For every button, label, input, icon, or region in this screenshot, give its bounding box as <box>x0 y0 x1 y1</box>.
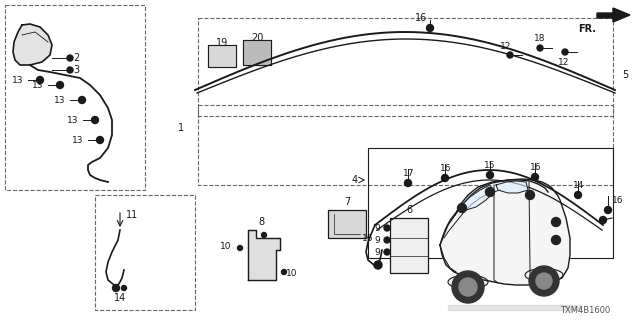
Circle shape <box>529 266 559 296</box>
Circle shape <box>384 249 390 255</box>
Polygon shape <box>597 8 630 22</box>
Circle shape <box>384 225 390 231</box>
Circle shape <box>122 285 127 291</box>
Circle shape <box>552 236 561 244</box>
Circle shape <box>525 190 534 199</box>
Text: 11: 11 <box>126 210 138 220</box>
Circle shape <box>552 218 561 227</box>
Circle shape <box>562 49 568 55</box>
Text: 16: 16 <box>440 164 451 172</box>
Text: 3: 3 <box>73 65 79 75</box>
Bar <box>328 210 366 238</box>
Circle shape <box>452 271 484 303</box>
Text: 8: 8 <box>258 217 264 227</box>
Circle shape <box>575 191 582 198</box>
Bar <box>243 40 271 65</box>
Text: 10: 10 <box>220 242 232 251</box>
Circle shape <box>97 137 104 143</box>
Circle shape <box>237 245 243 251</box>
Circle shape <box>507 52 513 58</box>
Text: 5: 5 <box>622 70 628 80</box>
Text: 13: 13 <box>72 135 83 145</box>
Circle shape <box>605 206 611 213</box>
Bar <box>5 5 145 190</box>
Circle shape <box>486 188 495 196</box>
Circle shape <box>113 284 120 292</box>
Ellipse shape <box>525 268 563 282</box>
Text: 15: 15 <box>484 161 495 170</box>
Circle shape <box>67 67 73 73</box>
Text: 4: 4 <box>352 175 358 185</box>
Text: 9: 9 <box>374 236 380 244</box>
Circle shape <box>36 76 44 84</box>
Circle shape <box>486 172 493 179</box>
Polygon shape <box>440 179 570 285</box>
Text: 13: 13 <box>12 76 24 84</box>
Circle shape <box>374 261 382 269</box>
Text: 12: 12 <box>558 58 570 67</box>
Bar <box>243 40 271 65</box>
Text: 16: 16 <box>362 234 374 243</box>
Circle shape <box>537 45 543 51</box>
Bar <box>368 148 613 258</box>
Circle shape <box>442 174 449 181</box>
Circle shape <box>459 278 477 296</box>
Text: 7: 7 <box>344 197 350 207</box>
Polygon shape <box>13 24 52 65</box>
Text: TXM4B1600: TXM4B1600 <box>560 306 610 315</box>
Text: 16: 16 <box>612 196 623 204</box>
Text: 19: 19 <box>216 38 228 48</box>
Circle shape <box>56 82 63 89</box>
Text: 13: 13 <box>67 116 79 124</box>
Circle shape <box>384 237 390 243</box>
Text: 9: 9 <box>374 223 380 233</box>
Bar <box>390 218 428 273</box>
Polygon shape <box>496 181 528 193</box>
Circle shape <box>79 97 86 103</box>
Circle shape <box>282 269 287 275</box>
Text: 1: 1 <box>178 123 184 133</box>
Text: 18: 18 <box>534 34 545 43</box>
Text: 20: 20 <box>251 33 263 43</box>
Text: 12: 12 <box>500 42 511 51</box>
Bar <box>208 45 236 67</box>
Circle shape <box>536 273 552 289</box>
Bar <box>198 18 613 116</box>
Bar <box>198 105 613 185</box>
Polygon shape <box>248 230 280 280</box>
Polygon shape <box>462 185 494 210</box>
Text: 6: 6 <box>406 205 412 215</box>
Text: 10: 10 <box>286 269 298 278</box>
Text: 16: 16 <box>530 163 541 172</box>
Text: 9: 9 <box>374 247 380 257</box>
Circle shape <box>531 173 538 180</box>
Circle shape <box>92 116 99 124</box>
Text: FR.: FR. <box>578 24 596 34</box>
Circle shape <box>600 217 607 223</box>
Text: 17: 17 <box>403 169 415 178</box>
Text: 13: 13 <box>54 95 65 105</box>
Text: 13: 13 <box>32 81 44 90</box>
Text: 14: 14 <box>573 180 584 189</box>
Bar <box>208 45 236 67</box>
Bar <box>95 195 195 310</box>
Circle shape <box>426 25 433 31</box>
Ellipse shape <box>448 275 488 289</box>
Circle shape <box>262 233 266 237</box>
Circle shape <box>67 55 73 61</box>
Text: 16: 16 <box>415 13 428 23</box>
Circle shape <box>458 204 467 212</box>
Text: 14: 14 <box>114 293 126 303</box>
Circle shape <box>404 180 412 187</box>
Text: 2: 2 <box>73 53 79 63</box>
